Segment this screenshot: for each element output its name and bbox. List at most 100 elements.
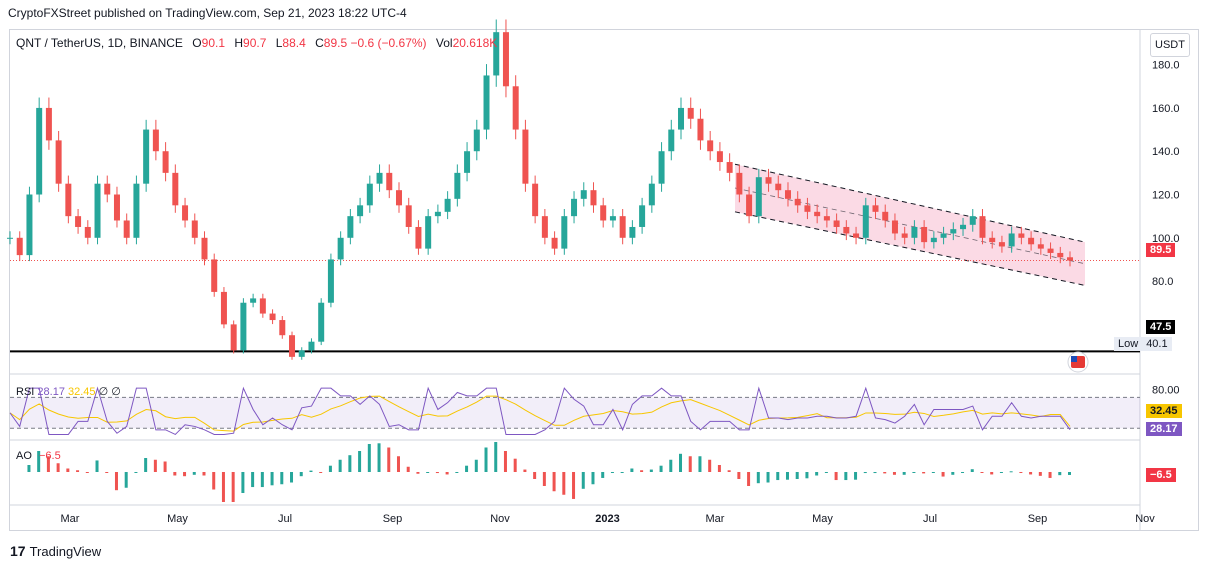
candle-body xyxy=(395,190,402,206)
candle-body xyxy=(16,237,23,256)
rsi-value: 28.17 xyxy=(37,386,65,398)
candle-body xyxy=(133,183,140,238)
ao-bar xyxy=(883,472,887,474)
ao-bar xyxy=(484,447,488,472)
x-tick-label: Jul xyxy=(278,513,292,525)
last-price-badge: 89.5 xyxy=(1146,243,1176,257)
low-value: 88.4 xyxy=(282,36,306,50)
rsi-ma-line xyxy=(9,395,1071,432)
ao-legend: AO −6.5 xyxy=(16,450,61,462)
candle-body xyxy=(55,140,62,184)
candle-body xyxy=(337,237,344,260)
x-tick-label: May xyxy=(167,513,188,525)
candle-body xyxy=(454,172,461,199)
ao-bar xyxy=(435,472,439,474)
candle-body xyxy=(298,350,305,357)
x-tick-label: Nov xyxy=(1135,513,1155,525)
candle-body xyxy=(804,205,811,212)
candle-body xyxy=(746,194,753,217)
candle-body xyxy=(950,229,957,234)
ao-bar xyxy=(299,472,303,477)
ao-bar xyxy=(56,463,60,472)
candle-body xyxy=(347,216,354,238)
ao-bar xyxy=(892,472,896,475)
y-tick-label: 120.0 xyxy=(1152,190,1180,202)
candle-body xyxy=(289,335,296,357)
ao-bar xyxy=(970,469,974,472)
ao-bar xyxy=(192,472,196,475)
ao-bar xyxy=(76,470,80,472)
symbol-legend: QNT / TetherUS, 1D, BINANCE O90.1 H90.7 … xyxy=(16,36,497,50)
candle-body xyxy=(814,211,821,217)
candle-body xyxy=(1018,233,1025,238)
x-tick-label: Jul xyxy=(923,513,937,525)
ao-bar xyxy=(1029,472,1033,475)
candle-body xyxy=(678,107,685,130)
ao-bar xyxy=(999,472,1003,473)
ao-bar xyxy=(85,472,89,473)
rsi-legend: RSI 28.17 32.45 ∅ ∅ xyxy=(16,385,121,398)
ao-bar xyxy=(785,472,789,480)
candle-body xyxy=(434,211,441,217)
ao-bar xyxy=(377,443,381,472)
ao-badge: −6.5 xyxy=(1146,468,1176,482)
ao-bar xyxy=(552,472,556,492)
candle-body xyxy=(483,75,490,130)
rsi-tick-label: 80.00 xyxy=(1152,385,1180,397)
candle-body xyxy=(473,129,480,152)
close-value: 89.5 xyxy=(323,36,348,50)
ao-bar xyxy=(572,472,576,499)
candle-body xyxy=(84,226,91,238)
candle-body xyxy=(882,211,889,221)
candle-body xyxy=(26,194,33,256)
ao-bar xyxy=(348,455,352,472)
ao-bar xyxy=(1009,471,1013,473)
candle-body xyxy=(405,205,412,227)
ao-bar xyxy=(698,456,702,472)
candle-body xyxy=(590,190,597,206)
ao-bar xyxy=(503,451,507,472)
candle-body xyxy=(707,140,714,152)
ao-bar xyxy=(406,466,410,472)
ao-bar xyxy=(980,472,984,473)
candle-body xyxy=(794,198,801,206)
ao-bar xyxy=(854,472,858,480)
currency-button[interactable]: USDT xyxy=(1150,33,1190,57)
ao-bar xyxy=(270,472,274,486)
ao-bar xyxy=(961,472,965,473)
candle-body xyxy=(464,151,471,173)
ao-value: −6.5 xyxy=(38,450,61,462)
candle-body xyxy=(1008,233,1015,247)
ao-bar xyxy=(688,456,692,472)
vol-label: Vol xyxy=(435,36,453,50)
ao-bar xyxy=(251,472,255,488)
candle-body xyxy=(736,172,743,195)
candle-body xyxy=(327,259,334,303)
candle-body xyxy=(279,320,286,336)
candle-body xyxy=(639,205,646,227)
ao-bar xyxy=(620,472,624,473)
candle-body xyxy=(969,216,976,225)
ao-bar xyxy=(922,472,926,474)
y-tick-label: 180.0 xyxy=(1152,60,1180,72)
ao-bar xyxy=(260,472,264,488)
candle-body xyxy=(162,151,169,173)
candle-body xyxy=(716,151,723,163)
candle-body xyxy=(1037,244,1044,249)
candle-body xyxy=(36,107,43,195)
y-tick-label: 160.0 xyxy=(1152,103,1180,115)
ao-bar xyxy=(338,459,342,472)
candle-body xyxy=(104,183,111,195)
candle-body xyxy=(308,341,315,351)
ao-bar xyxy=(367,444,371,472)
tradingview-logo-icon: 17 xyxy=(10,543,26,559)
ao-bar xyxy=(601,472,605,478)
candle-body xyxy=(425,216,432,249)
ao-bar xyxy=(474,459,478,472)
candle-body xyxy=(318,302,325,342)
symbol-name: QNT / TetherUS, 1D, BINANCE xyxy=(16,36,183,50)
candle-body xyxy=(357,205,364,217)
candle-body xyxy=(668,129,675,152)
ao-bar xyxy=(134,472,138,473)
